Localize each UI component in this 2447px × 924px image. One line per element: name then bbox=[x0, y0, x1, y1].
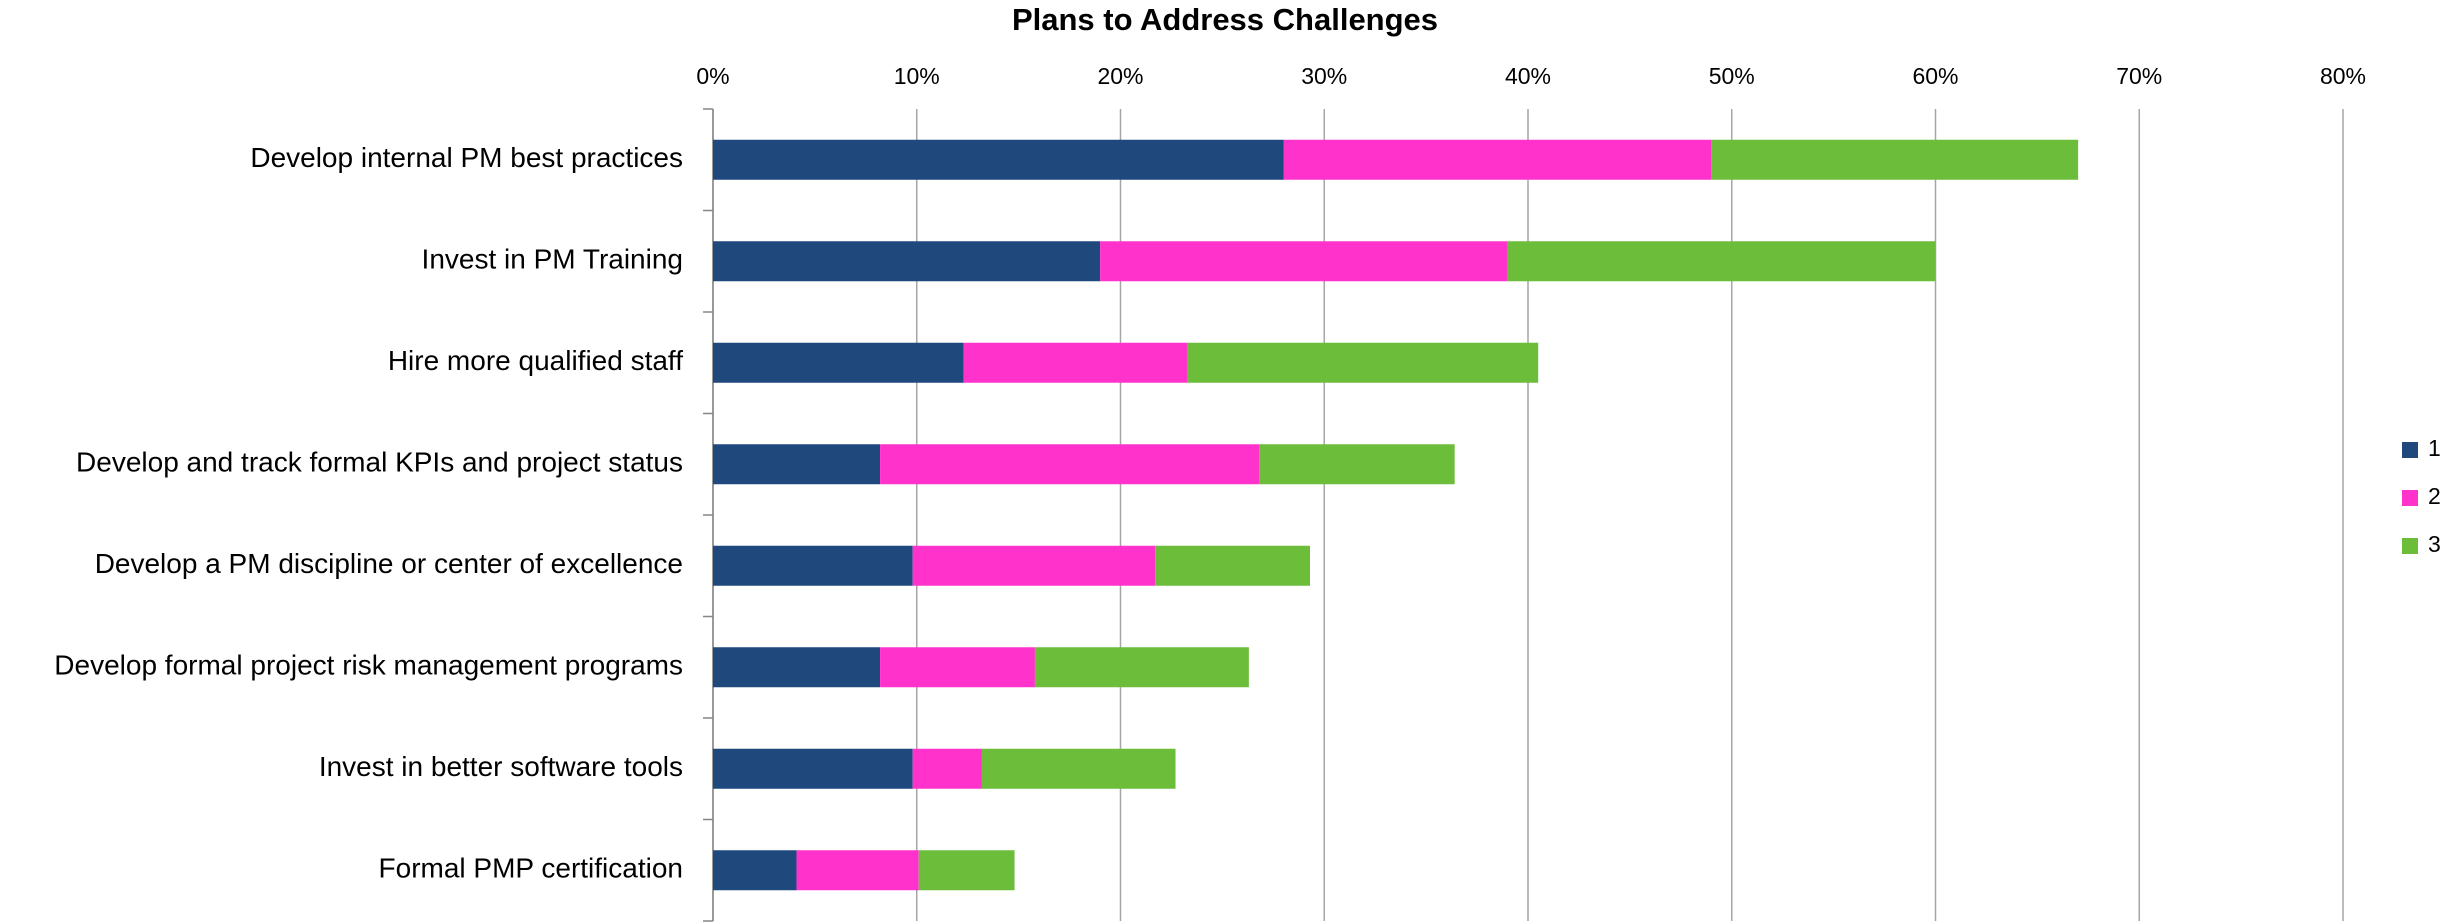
x-tick-label: 50% bbox=[1709, 63, 1755, 89]
bar-segment bbox=[880, 444, 1260, 485]
chart-title: Plans to Address Challenges bbox=[1012, 2, 1438, 37]
bar-segment bbox=[713, 647, 881, 688]
bar-segment bbox=[1034, 647, 1249, 688]
bar-segment bbox=[963, 342, 1188, 383]
bar-segment bbox=[981, 748, 1176, 789]
x-tick-label: 30% bbox=[1301, 63, 1347, 89]
x-tick-label: 10% bbox=[894, 63, 940, 89]
bar-segment bbox=[713, 545, 913, 586]
y-tick-label: Develop formal project risk management p… bbox=[54, 650, 683, 681]
legend-swatch bbox=[2402, 490, 2418, 506]
bar-segment bbox=[713, 748, 913, 789]
bar-segment bbox=[1507, 241, 1936, 282]
bar-segment bbox=[1187, 342, 1539, 383]
legend-swatch bbox=[2402, 442, 2418, 458]
legend-label: 2 bbox=[2428, 483, 2441, 509]
legend-swatch bbox=[2402, 538, 2418, 554]
bar-segment bbox=[912, 545, 1156, 586]
y-tick-label: Develop and track formal KPIs and projec… bbox=[76, 447, 683, 478]
bar-segment bbox=[713, 139, 1284, 180]
y-tick-label: Invest in better software tools bbox=[319, 751, 683, 782]
bar-segment bbox=[918, 850, 1015, 891]
bar-segment bbox=[1259, 444, 1455, 485]
x-tick-label: 70% bbox=[2116, 63, 2162, 89]
bar-segment bbox=[796, 850, 919, 891]
x-tick-label: 60% bbox=[1912, 63, 1958, 89]
y-tick-label: Hire more qualified staff bbox=[388, 345, 683, 376]
bar-segment bbox=[713, 850, 797, 891]
x-tick-label: 40% bbox=[1505, 63, 1551, 89]
bar-segment bbox=[1711, 139, 2079, 180]
bar-segment bbox=[1283, 139, 1712, 180]
bar-segment bbox=[1100, 241, 1508, 282]
bar-segment bbox=[912, 748, 982, 789]
y-tick-label: Invest in PM Training bbox=[422, 244, 683, 275]
y-tick-label: Develop a PM discipline or center of exc… bbox=[95, 548, 683, 579]
bar-segment bbox=[713, 444, 881, 485]
legend-label: 1 bbox=[2428, 435, 2441, 461]
bar-segment bbox=[880, 647, 1035, 688]
y-tick-label: Formal PMP certification bbox=[379, 853, 683, 884]
x-tick-label: 20% bbox=[1097, 63, 1143, 89]
bar-segment bbox=[1155, 545, 1310, 586]
bar-segment bbox=[713, 342, 964, 383]
bar-segment bbox=[713, 241, 1101, 282]
x-tick-label: 0% bbox=[696, 63, 729, 89]
x-tick-label: 80% bbox=[2320, 63, 2366, 89]
legend-label: 3 bbox=[2428, 531, 2441, 557]
y-tick-label: Develop internal PM best practices bbox=[250, 142, 683, 173]
